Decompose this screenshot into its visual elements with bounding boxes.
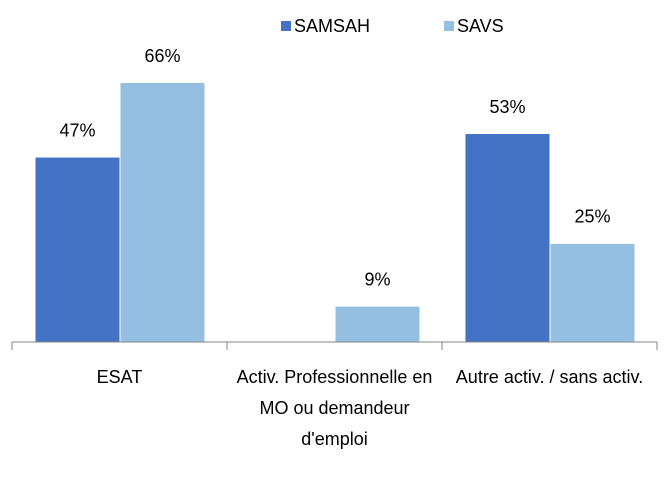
x-tick-label: Autre activ. / sans activ. xyxy=(455,367,644,387)
bar xyxy=(120,83,205,342)
x-tick-label: ESAT xyxy=(96,367,143,387)
legend-swatch xyxy=(444,21,454,31)
data-label: 66% xyxy=(144,46,180,66)
data-label: 47% xyxy=(59,120,95,140)
bar xyxy=(550,243,635,342)
x-tick-label: Activ. Professionnelle en MO ou demandeu… xyxy=(236,367,433,449)
data-label: 25% xyxy=(574,207,610,227)
data-label: 9% xyxy=(364,269,390,289)
legend-swatch xyxy=(281,21,291,31)
bar xyxy=(335,306,420,342)
bar xyxy=(465,134,550,342)
data-label: 53% xyxy=(489,97,525,117)
bar xyxy=(35,157,120,342)
legend-label: SAMSAH xyxy=(294,16,370,36)
legend-label: SAVS xyxy=(457,16,504,36)
